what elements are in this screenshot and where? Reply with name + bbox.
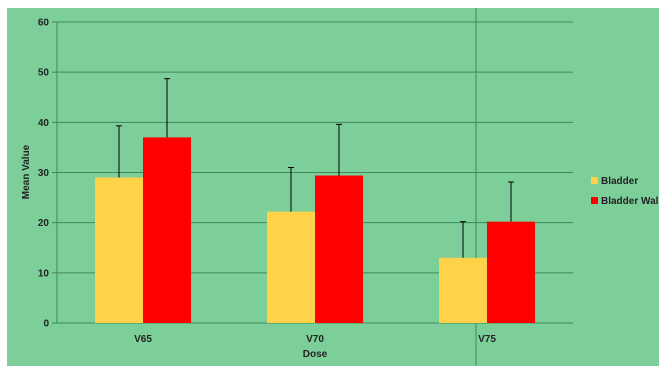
bar-bladder-wall-v70	[315, 175, 363, 323]
bars	[95, 137, 535, 323]
y-axis-title: Mean Value	[21, 144, 32, 199]
x-tick-label: V70	[306, 334, 324, 345]
x-tick-label: V65	[134, 334, 152, 345]
legend-swatch-bladder-wall	[591, 197, 598, 204]
legend: Bladder Bladder Wall	[591, 176, 659, 207]
legend-swatch-bladder	[591, 177, 598, 184]
y-tick-label: 40	[38, 118, 50, 129]
legend-item-bladder: Bladder	[591, 176, 638, 187]
x-axis-title: Dose	[303, 349, 328, 360]
y-tick-label: 20	[38, 218, 50, 229]
x-tick-labels: V65 V70 V75	[134, 334, 496, 345]
error-bars	[116, 78, 514, 258]
y-tick-labels: 0 10 20 30 40 50 60	[38, 18, 50, 330]
y-tick-label: 10	[38, 268, 50, 279]
x-tick-label: V75	[478, 334, 496, 345]
legend-item-bladder-wall: Bladder Wall	[591, 196, 659, 207]
y-tick-label: 50	[38, 68, 50, 79]
legend-label-bladder-wall: Bladder Wall	[601, 196, 659, 207]
y-tick-label: 60	[38, 18, 50, 29]
bar-bladder-wall-v65	[143, 137, 191, 323]
chart: 0 10 20 30 40 50 60 V65 V70 V75 Dose Mean Value …	[7, 8, 659, 366]
bar-bladder-v65	[95, 177, 143, 323]
y-tick-label: 0	[43, 319, 49, 330]
legend-label-bladder: Bladder	[601, 176, 638, 187]
bar-bladder-v70	[267, 211, 315, 323]
y-tick-label: 30	[38, 168, 50, 179]
bar-bladder-v75	[439, 257, 487, 323]
bar-bladder-wall-v75	[487, 221, 535, 323]
